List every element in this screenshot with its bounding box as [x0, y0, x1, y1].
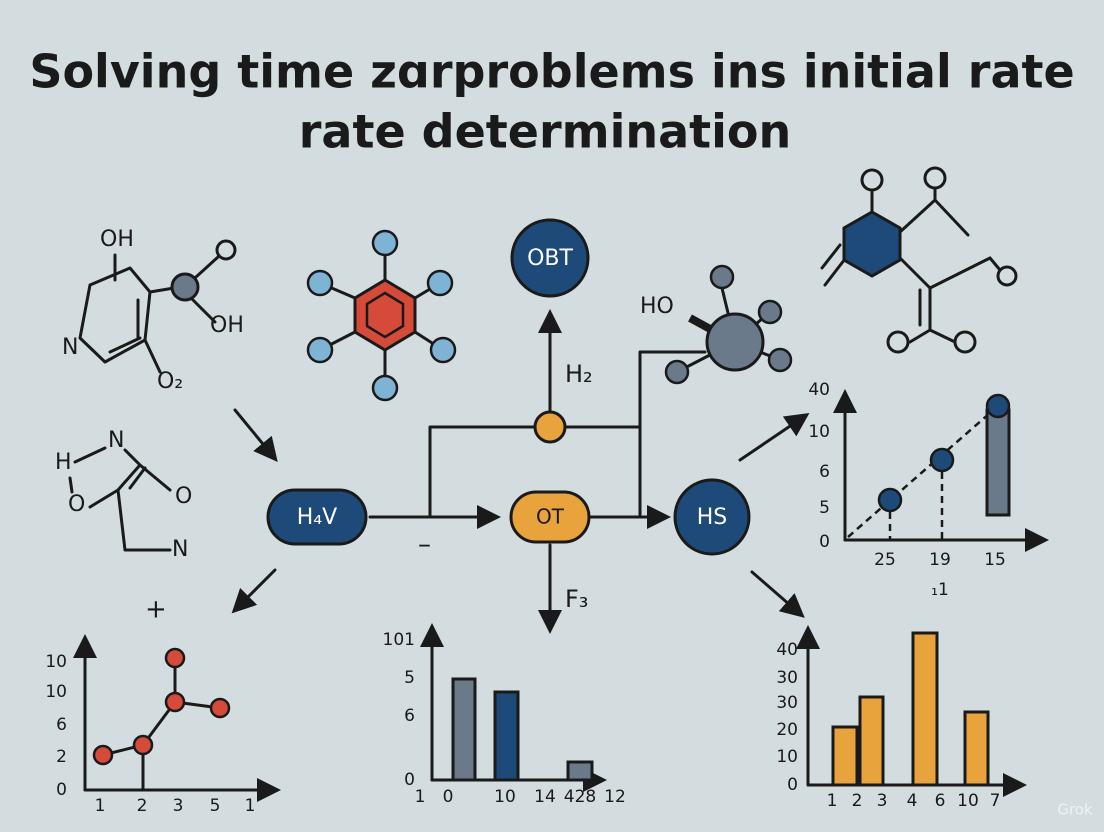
y-tick-label: 20 — [776, 720, 798, 740]
node-label: HS — [697, 505, 728, 530]
y-tick-label: 10 — [808, 422, 830, 442]
y-tick-label: 0 — [404, 770, 415, 790]
y-tick-label: 101 — [383, 630, 415, 650]
chart-graphics — [73, 389, 1040, 802]
x-tick-label: 0 — [443, 787, 454, 807]
x-tick-label: 2 — [852, 791, 863, 811]
x-tick-label: 2 — [137, 796, 148, 816]
y-tick-label: 6 — [819, 462, 830, 482]
arrow-label: F₃ — [565, 585, 588, 613]
y-tick-label: 2 — [56, 747, 67, 767]
node-label: OBT — [527, 246, 573, 271]
x-tick-label: 15 — [984, 550, 1006, 570]
atom-label: N — [108, 428, 124, 453]
molecule-3: H N O O N — [55, 428, 192, 562]
y-tick-label: 40 — [808, 380, 830, 400]
y-tick-label: 5 — [819, 498, 830, 518]
x-tick-label: 1 — [95, 796, 106, 816]
y-tick-label: 6 — [56, 715, 67, 735]
flow: OBT H₄V OT HS H₂ – F₃ + — [145, 218, 810, 634]
x-tick-label: 1 — [415, 787, 426, 807]
x-tick-label: 25 — [874, 550, 896, 570]
arrow-label: H₂ — [565, 360, 593, 388]
atom-label: H — [55, 450, 72, 475]
watermark: Grok — [1057, 801, 1093, 819]
x-tick-label: 3 — [173, 796, 184, 816]
title: rate determination — [299, 105, 792, 159]
arrow-label: – — [418, 530, 431, 560]
atom-label: O₂ — [157, 369, 183, 394]
atom-label: HO — [640, 294, 674, 319]
x-tick-label: 5 — [210, 796, 221, 816]
title: Solving time zɑrproblems ins initial rat… — [29, 45, 1074, 99]
molecule-1: OH OH N O₂ — [62, 227, 244, 394]
y-tick-label: 0 — [56, 780, 67, 800]
atom-label: N — [172, 537, 188, 562]
x-tick-label: 6 — [935, 791, 946, 811]
x-tick-label: 7 — [990, 791, 1001, 811]
arrow-label: + — [145, 595, 167, 625]
x-tick-label: 1 — [245, 796, 256, 816]
y-tick-label: 30 — [776, 668, 798, 688]
node-label: OT — [536, 505, 565, 529]
y-tick-label: 6 — [404, 706, 415, 726]
atom-label: O — [68, 492, 85, 517]
molecule-4: HO — [640, 264, 793, 385]
molecule-2 — [306, 229, 457, 402]
chart-caption: ₁1 — [931, 580, 949, 600]
y-tick-label: 40 — [776, 640, 798, 660]
x-tick-label: 10 — [494, 787, 516, 807]
atom-label: N — [62, 335, 78, 360]
y-tick-label: 0 — [787, 775, 798, 795]
atom-label: O — [175, 484, 192, 509]
x-tick-label: 4 — [907, 791, 918, 811]
x-tick-label: 19 — [929, 550, 951, 570]
x-tick-label: 3 — [877, 791, 888, 811]
molecule-5 — [820, 166, 1018, 354]
x-tick-label: 10 — [957, 791, 979, 811]
atom-label: OH — [210, 313, 244, 338]
x-tick-label: 1 — [827, 791, 838, 811]
y-tick-label: 10 — [776, 747, 798, 767]
node-label: H₄V — [297, 505, 337, 530]
y-tick-label: 10 — [45, 682, 67, 702]
y-tick-label: 5 — [404, 668, 415, 688]
x-tick-label: 428 — [564, 787, 596, 807]
y-tick-label: 30 — [776, 693, 798, 713]
y-tick-label: 10 — [45, 652, 67, 672]
y-tick-label: 0 — [819, 532, 830, 552]
atom-label: OH — [100, 227, 134, 252]
x-tick-label: 14 — [534, 787, 556, 807]
x-tick-label: 12 — [604, 787, 626, 807]
